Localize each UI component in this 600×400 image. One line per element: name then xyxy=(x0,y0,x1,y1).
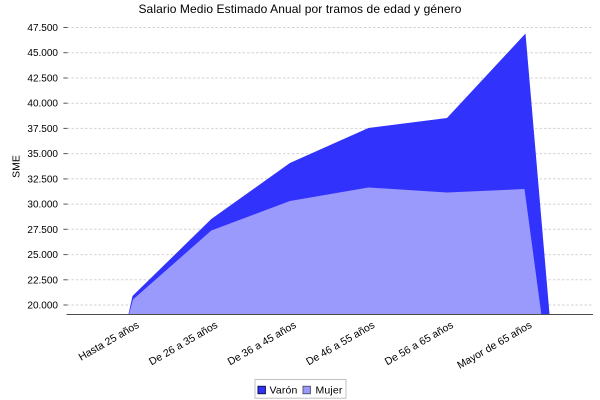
svg-text:20.000: 20.000 xyxy=(27,301,58,312)
svg-text:Mujer: Mujer xyxy=(316,385,343,397)
svg-text:Salario Medio Estimado Anual p: Salario Medio Estimado Anual por tramos … xyxy=(138,2,461,16)
svg-text:37.500: 37.500 xyxy=(27,124,58,135)
svg-text:25.000: 25.000 xyxy=(27,250,58,261)
svg-text:32.500: 32.500 xyxy=(27,174,58,185)
svg-text:47.500: 47.500 xyxy=(27,23,58,34)
svg-text:22.500: 22.500 xyxy=(27,275,58,286)
svg-text:35.000: 35.000 xyxy=(27,149,58,160)
svg-text:SME: SME xyxy=(11,155,23,178)
svg-text:27.500: 27.500 xyxy=(27,225,58,236)
svg-text:Varón: Varón xyxy=(270,385,298,397)
svg-text:42.500: 42.500 xyxy=(27,74,58,85)
svg-text:40.000: 40.000 xyxy=(27,99,58,110)
svg-text:45.000: 45.000 xyxy=(27,48,58,59)
svg-text:30.000: 30.000 xyxy=(27,200,58,211)
